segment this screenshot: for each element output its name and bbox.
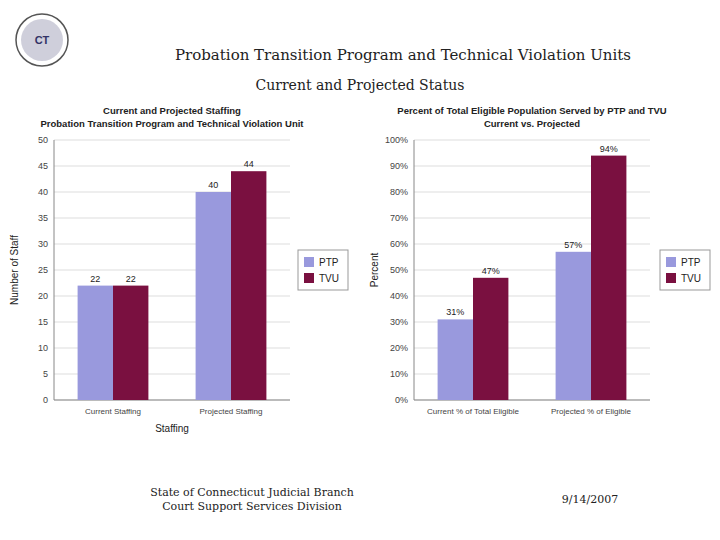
bar	[556, 252, 591, 400]
legend-swatch	[666, 273, 676, 283]
y-tick-label: 35	[38, 213, 48, 223]
y-tick-label: 90%	[390, 161, 408, 171]
bars	[438, 156, 627, 400]
y-tick-label: 60%	[390, 239, 408, 249]
bar	[196, 192, 231, 400]
data-labels: 31% 57% 47% 94%	[446, 144, 617, 318]
data-label: 22	[90, 274, 100, 284]
chart-subtitle: Current vs. Projected	[484, 118, 580, 129]
text-line: State of Connecticut Judicial Branch	[150, 486, 354, 499]
y-tick-label: 80%	[390, 187, 408, 197]
chart-root: CT Probation Transition Program and Techn…	[0, 0, 720, 540]
y-tick-label: 40	[38, 187, 48, 197]
grid-line	[414, 140, 650, 141]
data-labels: 22 40 22 44	[90, 159, 253, 283]
y-tick-label: 0	[43, 395, 48, 405]
data-label: 57%	[564, 240, 582, 250]
y-tick-label: 30	[38, 239, 48, 249]
y-tick-label: 50%	[390, 265, 408, 275]
y-tick-label: 30%	[390, 317, 408, 327]
bar	[591, 156, 626, 400]
bar	[438, 319, 473, 400]
page-subtitle: Current and Projected Status	[256, 77, 465, 93]
bars	[78, 171, 267, 400]
y-tick-label: 20	[38, 291, 48, 301]
legend-label: PTP	[319, 257, 339, 268]
y-tick-label: 70%	[390, 213, 408, 223]
y-axis-label: Percent	[369, 253, 380, 288]
y-tick-label: 100%	[385, 135, 408, 145]
y-tick-label: 10%	[390, 369, 408, 379]
bar	[78, 286, 113, 400]
x-tick-label: Current Staffing	[85, 407, 141, 416]
y-tick-label: 45	[38, 161, 48, 171]
legend: PTP TVU	[298, 250, 348, 290]
footer-right: 9/14/2007	[562, 493, 618, 506]
x-tick-label: Current % of Total Eligible	[427, 407, 519, 416]
y-tick-label: 40%	[390, 291, 408, 301]
chart-title: Percent of Total Eligible Population Ser…	[397, 105, 667, 116]
data-label: 47%	[482, 266, 500, 276]
legend-box	[660, 250, 710, 290]
y-axis-line	[54, 140, 55, 400]
page-title: Probation Transition Program and Technic…	[175, 46, 631, 64]
y-tick-label: 25	[38, 265, 48, 275]
x-tick-label: Projected % of Eligible	[551, 407, 632, 416]
x-tick-label: Projected Staffing	[199, 407, 262, 416]
legend-label: TVU	[319, 273, 339, 284]
y-tick-label: 15	[38, 317, 48, 327]
y-tick-label: 20%	[390, 343, 408, 353]
data-label: 22	[126, 274, 136, 284]
chart: Current and Projected Staffing Probation …	[9, 105, 348, 434]
data-label: 94%	[600, 144, 618, 154]
grid-line	[54, 140, 290, 141]
chart-subtitle: Probation Transition Program and Technic…	[40, 118, 304, 129]
legend-swatch	[304, 273, 314, 283]
y-axis-label: Number of Staff	[9, 235, 20, 305]
seal: CT	[16, 14, 68, 66]
y-tick-label: 10	[38, 343, 48, 353]
grid-line	[54, 166, 290, 167]
footer-left: State of Connecticut Judicial BranchCour…	[150, 486, 354, 513]
legend-swatch	[666, 257, 676, 267]
legend: PTP TVU	[660, 250, 710, 290]
chart-title: Current and Projected Staffing	[103, 105, 241, 116]
y-axis-line	[414, 140, 415, 400]
legend-box	[298, 250, 348, 290]
seal-ring	[16, 14, 68, 66]
bar	[473, 278, 508, 400]
x-axis-label: Staffing	[155, 423, 189, 434]
data-label: 40	[208, 180, 218, 190]
chart-svg: CT Probation Transition Program and Techn…	[0, 0, 720, 540]
bar	[231, 171, 266, 400]
bar	[113, 286, 148, 400]
y-tick-label: 5	[43, 369, 48, 379]
y-tick-label: 0%	[395, 395, 408, 405]
text-line: Court Support Services Division	[162, 500, 342, 513]
legend-label: PTP	[681, 257, 701, 268]
data-label: 31%	[446, 307, 464, 317]
seal-text: CT	[35, 34, 50, 46]
chart: Percent of Total Eligible Population Ser…	[369, 105, 710, 416]
legend-label: TVU	[681, 273, 701, 284]
y-tick-label: 50	[38, 135, 48, 145]
seal-fill	[21, 19, 63, 61]
legend-swatch	[304, 257, 314, 267]
data-label: 44	[244, 159, 254, 169]
